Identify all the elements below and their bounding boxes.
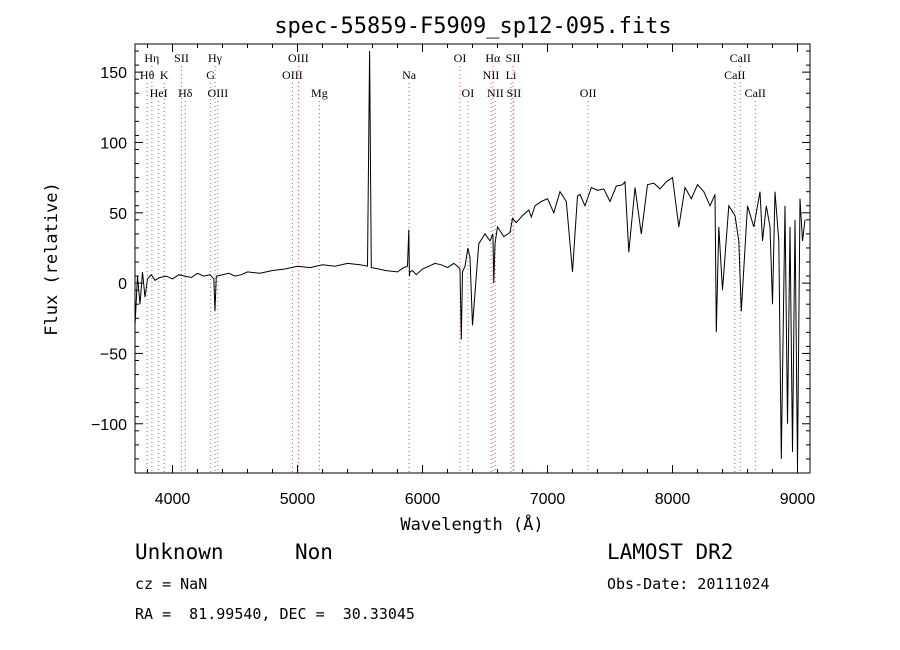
line-label-2: K	[160, 68, 169, 82]
line-label-8: OIII	[208, 86, 229, 100]
y-tick-label-5: 150	[100, 65, 127, 82]
coordinates: RA = 81.99540, DEC = 30.33045	[135, 605, 415, 623]
x-tick-label-2: 6000	[405, 491, 441, 508]
x-tick-label-5: 9000	[780, 491, 816, 508]
y-tick-label-2: 0	[118, 276, 127, 293]
x-axis-ticks: 4000 5000 6000 7000 8000 9000	[147, 44, 816, 508]
line-label-21: OII	[580, 86, 597, 100]
line-label-3: HeI	[150, 86, 168, 100]
x-tick-label-3: 7000	[530, 491, 566, 508]
line-label-15: Hα	[485, 51, 501, 65]
line-label-5: Hδ	[178, 86, 193, 100]
y-tick-label-3: 50	[109, 206, 127, 223]
line-label-22: CaII	[730, 51, 751, 65]
line-label-9: OIII	[288, 51, 309, 65]
line-label-10: OIII	[282, 68, 303, 82]
line-label-19: NII	[487, 86, 504, 100]
object-subclass: Non	[295, 540, 333, 564]
x-tick-label-4: 8000	[655, 491, 691, 508]
line-label-6: Hγ	[208, 51, 223, 65]
chart-title: spec-55859-F5909_sp12-095.fits	[274, 14, 671, 39]
line-label-11: Mg	[311, 86, 328, 100]
redshift-cz: cz = NaN	[135, 575, 208, 593]
observation-date: Obs-Date: 20111024	[607, 575, 770, 593]
line-label-18: Li	[506, 68, 517, 82]
spectrum-series-line	[134, 50, 806, 467]
line-label-23: CaII	[724, 68, 745, 82]
object-class: Unknown	[135, 540, 224, 564]
line-label-0: Hη	[144, 51, 159, 65]
line-label-17: NII	[483, 68, 500, 82]
line-label-4: SII	[174, 51, 189, 65]
x-axis-label: Wavelength (Å)	[400, 513, 543, 535]
line-label-7: G	[206, 68, 215, 82]
line-label-13: OI	[454, 51, 467, 65]
y-axis-ticks: −100 −50 0 50 100 150	[91, 50, 810, 460]
y-tick-label-0: −100	[91, 417, 127, 434]
line-label-20: SII	[507, 86, 522, 100]
emission-line-markers: Hη Hθ K HeI SII Hδ Hγ G OIII OIII OIII Mg Na OI OI Hα SI…	[140, 51, 766, 473]
line-label-14: OI	[462, 86, 475, 100]
x-tick-label-0: 4000	[155, 491, 191, 508]
line-label-12: Na	[402, 68, 417, 82]
line-label-24: CaII	[745, 86, 766, 100]
survey-name: LAMOST DR2	[607, 540, 734, 564]
y-tick-label-1: −50	[100, 346, 127, 363]
y-tick-label-4: 100	[100, 135, 127, 152]
line-label-1: Hθ	[140, 68, 155, 82]
line-label-16: SII	[506, 51, 521, 65]
x-tick-label-1: 5000	[280, 491, 316, 508]
y-axis-label: Flux (relative)	[42, 182, 62, 336]
plot-frame	[134, 43, 811, 474]
